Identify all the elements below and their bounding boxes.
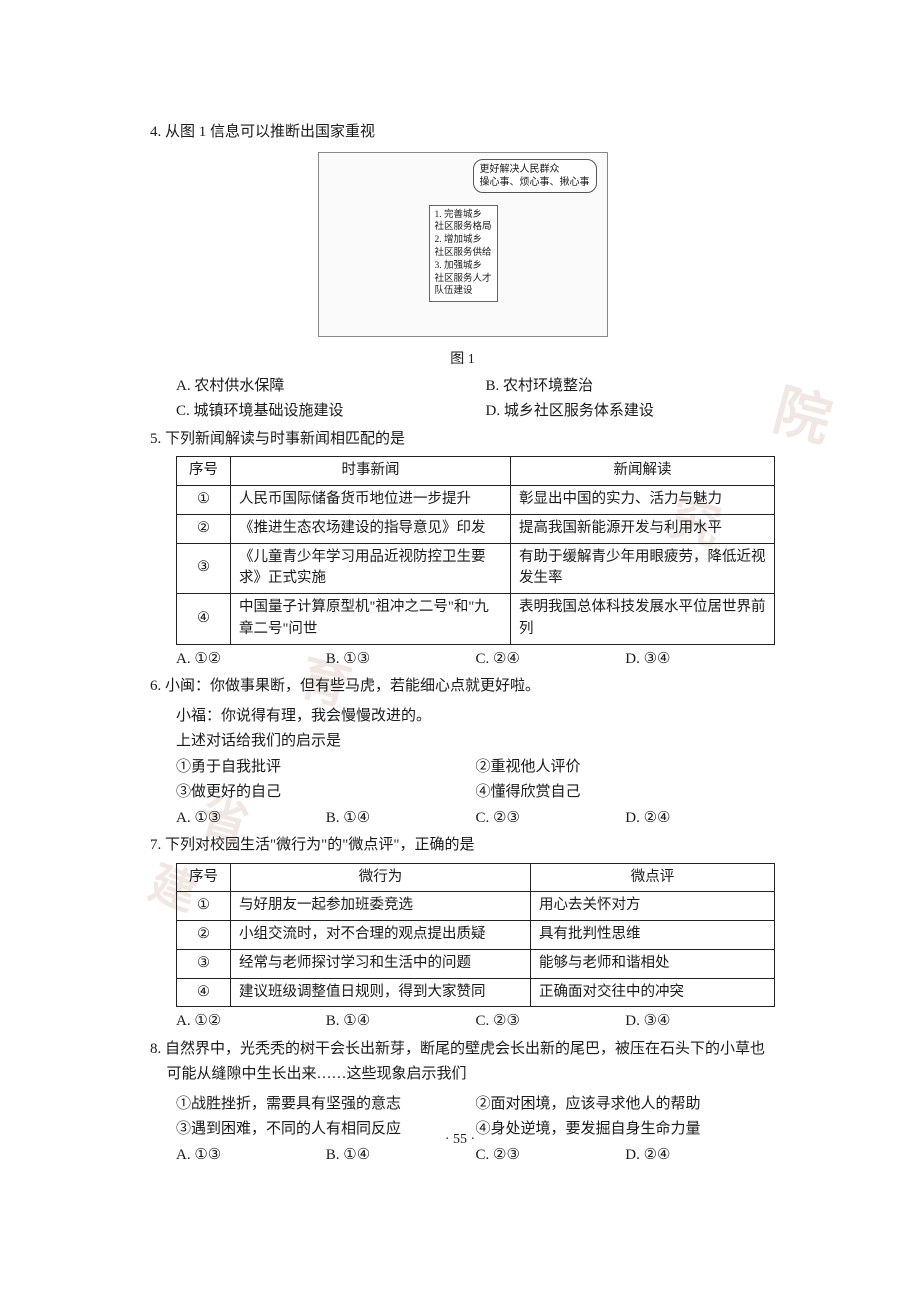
table-row: ① 与好朋友一起参加班委竞选 用心去关怀对方 <box>177 892 775 921</box>
q7-th-2: 微点评 <box>531 863 775 892</box>
q6-line3: 上述对话给我们的启示是 <box>176 729 775 755</box>
table-row: ① 人民币国际储备货币地位进一步提升 彰显出中国的实力、活力与魅力 <box>177 486 775 515</box>
q5-option-a[interactable]: A. ①② <box>176 647 326 673</box>
table-row: ④ 建议班级调整值日规则，得到大家赞同 正确面对交往中的冲突 <box>177 978 775 1007</box>
q8-item-2: ②面对困境，应该寻求他人的帮助 <box>476 1092 776 1118</box>
q7-table: 序号 微行为 微点评 ① 与好朋友一起参加班委竞选 用心去关怀对方 ② 小组交流… <box>176 863 775 1008</box>
q4-figure-caption: 图 1 <box>150 348 775 372</box>
q7-stem: 7. 下列对校园生活"微行为"的"微点评"，正确的是 <box>150 833 775 859</box>
q6-item-4: ④懂得欣赏自己 <box>476 780 776 806</box>
q6-item-3: ③做更好的自己 <box>176 780 476 806</box>
q6-option-a[interactable]: A. ①③ <box>176 806 326 832</box>
q4-stem: 4. 从图 1 信息可以推断出国家重视 <box>150 120 775 146</box>
q5-th-1: 时事新闻 <box>231 457 511 486</box>
table-row: ④ 中国量子计算原型机"祖冲之二号"和"九章二号"问世 表明我国总体科技发展水平… <box>177 594 775 645</box>
q7-option-a[interactable]: A. ①② <box>176 1009 326 1035</box>
q6-option-b[interactable]: B. ①④ <box>326 806 476 832</box>
q5-stem: 5. 下列新闻解读与时事新闻相匹配的是 <box>150 427 775 453</box>
q5-option-d[interactable]: D. ③④ <box>625 647 775 673</box>
q7-option-b[interactable]: B. ①④ <box>326 1009 476 1035</box>
q6-item-2: ②重视他人评价 <box>476 755 776 781</box>
q8-option-c[interactable]: C. ②③ <box>476 1143 626 1169</box>
q5-option-c[interactable]: C. ②④ <box>476 647 626 673</box>
q5-th-2: 新闻解读 <box>511 457 775 486</box>
table-row: ③ 《儿童青少年学习用品近视防控卫生要求》正式实施 有助于缓解青少年用眼疲劳，降… <box>177 543 775 594</box>
q7-th-0: 序号 <box>177 863 231 892</box>
q6-line1: 6. 小闽：你做事果断，但有些马虎，若能细心点就更好啦。 <box>150 674 775 700</box>
q7-option-c[interactable]: C. ②③ <box>476 1009 626 1035</box>
q7-th-1: 微行为 <box>231 863 531 892</box>
q6-option-c[interactable]: C. ②③ <box>476 806 626 832</box>
q8-item-4: ④身处逆境，要发掘自身生命力量 <box>476 1117 776 1143</box>
q8-item-3: ③遇到困难，不同的人有相同反应 <box>176 1117 476 1143</box>
q5-table: 序号 时事新闻 新闻解读 ① 人民币国际储备货币地位进一步提升 彰显出中国的实力… <box>176 456 775 644</box>
q8-option-a[interactable]: A. ①③ <box>176 1143 326 1169</box>
q5-option-b[interactable]: B. ①③ <box>326 647 476 673</box>
table-row: ③ 经常与老师探讨学习和生活中的问题 能够与老师和谐相处 <box>177 949 775 978</box>
table-row: ② 小组交流时，对不合理的观点提出质疑 具有批判性思维 <box>177 921 775 950</box>
q8-option-b[interactable]: B. ①④ <box>326 1143 476 1169</box>
q8-option-d[interactable]: D. ②④ <box>625 1143 775 1169</box>
q4-figure-bubble: 更好解决人民群众操心事、烦心事、揪心事 <box>473 159 597 193</box>
q8-stem: 8. 自然界中，光秃秃的树干会长出新芽，断尾的壁虎会长出新的尾巴，被压在石头下的… <box>150 1037 775 1088</box>
q4-figure-board: 1. 完善城乡社区服务格局2. 增加城乡社区服务供给3. 加强城乡社区服务人才队… <box>429 205 498 303</box>
q7-option-d[interactable]: D. ③④ <box>625 1009 775 1035</box>
q4-option-c[interactable]: C. 城镇环境基础设施建设 <box>176 399 466 425</box>
q6-option-d[interactable]: D. ②④ <box>625 806 775 832</box>
table-row: ② 《推进生态农场建设的指导意见》印发 提高我国新能源开发与利用水平 <box>177 514 775 543</box>
q6-line2: 小福：你说得有理，我会慢慢改进的。 <box>176 704 775 730</box>
q4-option-d[interactable]: D. 城乡社区服务体系建设 <box>486 399 776 425</box>
q4-option-b[interactable]: B. 农村环境整治 <box>486 374 776 400</box>
q6-item-1: ①勇于自我批评 <box>176 755 476 781</box>
q4-figure: 更好解决人民群众操心事、烦心事、揪心事 1. 完善城乡社区服务格局2. 增加城乡… <box>150 152 775 372</box>
q4-option-a[interactable]: A. 农村供水保障 <box>176 374 466 400</box>
q5-th-0: 序号 <box>177 457 231 486</box>
q8-item-1: ①战胜挫折，需要具有坚强的意志 <box>176 1092 476 1118</box>
